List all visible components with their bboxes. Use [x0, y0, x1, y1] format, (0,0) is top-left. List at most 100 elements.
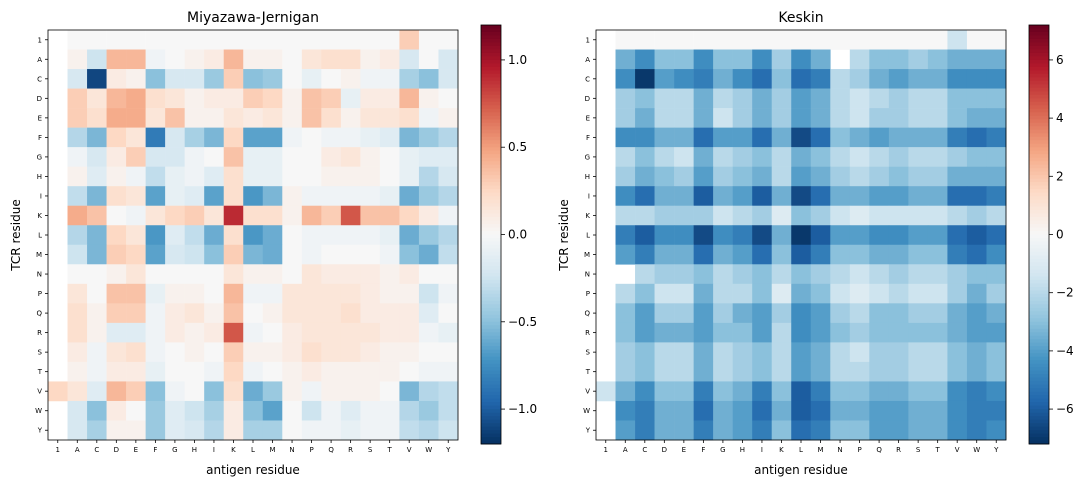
- colorbar-segment: [481, 35, 501, 40]
- heatmap-cell: [927, 108, 948, 128]
- heatmap-cell: [399, 225, 420, 246]
- colorbar-segment: [481, 342, 501, 347]
- colorbar-segment: [1029, 311, 1049, 316]
- heatmap-cell: [615, 225, 636, 246]
- heatmap-cell: [908, 322, 929, 343]
- colorbar-segment: [1029, 178, 1049, 183]
- heatmap-cell: [106, 30, 127, 50]
- colorbar-segment: [481, 210, 501, 214]
- heatmap-cell: [947, 186, 968, 207]
- heatmap-cell: [966, 30, 987, 50]
- colorbar-segment: [481, 384, 501, 389]
- heatmap-cell: [379, 69, 400, 89]
- heatmap-cell: [67, 225, 88, 246]
- heatmap-cell: [869, 30, 890, 50]
- heatmap-cell: [693, 244, 714, 265]
- colorbar-segment: [481, 206, 501, 211]
- heatmap-cell: [223, 108, 244, 128]
- colorbar-segment: [481, 346, 501, 351]
- heatmap-cell: [145, 283, 166, 304]
- heatmap-cell: [243, 186, 264, 207]
- heatmap-cell: [654, 147, 675, 167]
- colorbar-segment: [1029, 409, 1049, 413]
- colorbar-segment: [1029, 276, 1049, 281]
- x-axis-label: antigen residue: [754, 463, 848, 477]
- heatmap-cell: [145, 361, 166, 382]
- colorbar-segment: [481, 217, 501, 221]
- heatmap-cell: [282, 69, 303, 89]
- heatmap-cell: [830, 361, 851, 382]
- colorbar-segment: [1029, 52, 1049, 57]
- colorbar-segment: [481, 161, 501, 166]
- heatmap-cell: [360, 400, 381, 421]
- colorbar-segment: [1029, 395, 1049, 400]
- heatmap-panel-keskin: Keskin 1 A C D E F G H I K L M N P Q R S T V W Y 1 A C D E F G H I K L…: [557, 10, 1074, 477]
- heatmap-cell: [927, 400, 948, 421]
- heatmap-cell: [438, 49, 459, 70]
- y-tick-label: I: [588, 192, 590, 200]
- heatmap-cell: [615, 303, 636, 324]
- heatmap-cell: [418, 49, 439, 70]
- heatmap-cell: [849, 264, 870, 285]
- heatmap-cell: [165, 127, 185, 148]
- heatmap-cell: [126, 322, 146, 343]
- heatmap-cell: [732, 322, 753, 343]
- heatmap-cell: [810, 147, 831, 167]
- heatmap-cell: [360, 381, 381, 402]
- x-tick-label: T: [935, 446, 941, 454]
- heatmap-cell: [830, 381, 851, 402]
- heatmap-cell: [282, 361, 303, 382]
- heatmap-cell: [674, 342, 694, 363]
- heatmap-cell: [635, 264, 655, 285]
- heatmap-cell: [908, 88, 929, 109]
- heatmap-cell: [908, 127, 929, 148]
- heatmap-cell: [67, 166, 88, 187]
- heatmap-cell: [732, 108, 753, 128]
- x-tick-label: I: [213, 446, 215, 454]
- heatmap-cell: [771, 244, 792, 265]
- heatmap-cell: [654, 49, 675, 70]
- heatmap-cell: [635, 303, 655, 324]
- y-tick-label: L: [586, 232, 590, 240]
- heatmap-cell: [321, 30, 342, 50]
- colorbar-tick-label: −1.0: [508, 402, 537, 416]
- colorbar-segment: [1029, 31, 1049, 36]
- heatmap-cell: [732, 283, 753, 304]
- heatmap-cell: [106, 381, 127, 402]
- heatmap-cell: [204, 342, 225, 363]
- colorbar-segment: [1029, 154, 1049, 159]
- heatmap-cell: [830, 225, 851, 246]
- heatmap-cell: [106, 322, 127, 343]
- colorbar-segment: [481, 119, 501, 124]
- heatmap-cell: [966, 108, 987, 128]
- heatmap-cell: [986, 342, 1007, 363]
- heatmap-cell: [713, 303, 733, 324]
- heatmap-cell: [615, 342, 636, 363]
- heatmap-cell: [243, 225, 264, 246]
- heatmap-cell: [340, 342, 361, 363]
- y-tick-label: G: [585, 153, 590, 161]
- heatmap-cell: [399, 30, 420, 50]
- heatmap-cell: [771, 108, 792, 128]
- x-tick-label: N: [289, 446, 294, 454]
- heatmap-cell: [869, 400, 890, 421]
- heatmap-cell: [791, 108, 812, 128]
- colorbar-segment: [1029, 283, 1049, 288]
- heatmap-cell: [438, 127, 459, 148]
- x-tick-label: Y: [445, 446, 451, 454]
- heatmap-cell: [732, 49, 753, 70]
- heatmap-cell: [87, 322, 107, 343]
- heatmap-cell: [204, 244, 225, 265]
- heatmap-cell: [223, 127, 244, 148]
- y-tick-label: I: [40, 192, 42, 200]
- colorbar-segment: [481, 325, 501, 330]
- heatmap-cell: [791, 225, 812, 246]
- heatmap-cell: [713, 108, 733, 128]
- heatmap-cell: [145, 244, 166, 265]
- heatmap-cell: [126, 147, 146, 167]
- heatmap-cell: [301, 361, 322, 382]
- heatmap-cell: [908, 361, 929, 382]
- colorbar-segment: [1029, 440, 1049, 445]
- colorbar-segment: [1029, 346, 1049, 351]
- heatmap-cell: [67, 342, 88, 363]
